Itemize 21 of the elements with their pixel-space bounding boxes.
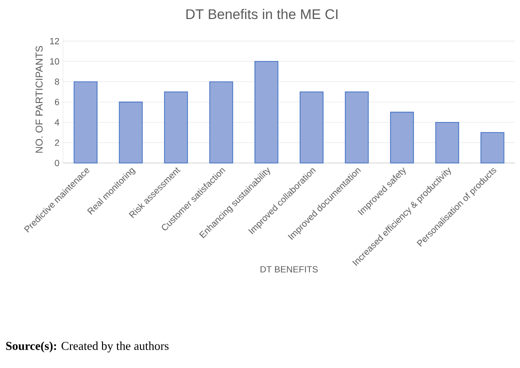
bar <box>164 91 188 164</box>
bar <box>344 91 369 164</box>
text: Source(s): Created by the authors <box>6 342 169 352</box>
chart-title: DT Benefits in the ME CI <box>186 8 338 20</box>
bar <box>480 132 504 164</box>
x-axis-title: DT BENEFITS <box>260 266 318 272</box>
bar <box>209 81 234 164</box>
y-axis-title: NO. OF PARTICIPANTS <box>36 46 43 153</box>
bar <box>435 122 460 164</box>
y-tick-label: 4 <box>54 119 60 126</box>
bar <box>254 61 278 164</box>
y-tick-label: 10 <box>50 58 60 65</box>
y-tick-label: 6 <box>54 98 60 106</box>
y-tick-label: 8 <box>54 78 60 85</box>
y-tick-label: 0 <box>54 160 60 166</box>
bar <box>118 102 143 164</box>
bar <box>300 91 324 164</box>
bar <box>74 81 98 164</box>
y-tick-label: 2 <box>54 140 60 146</box>
bar <box>390 112 414 164</box>
y-tick-label: 12 <box>50 38 60 44</box>
